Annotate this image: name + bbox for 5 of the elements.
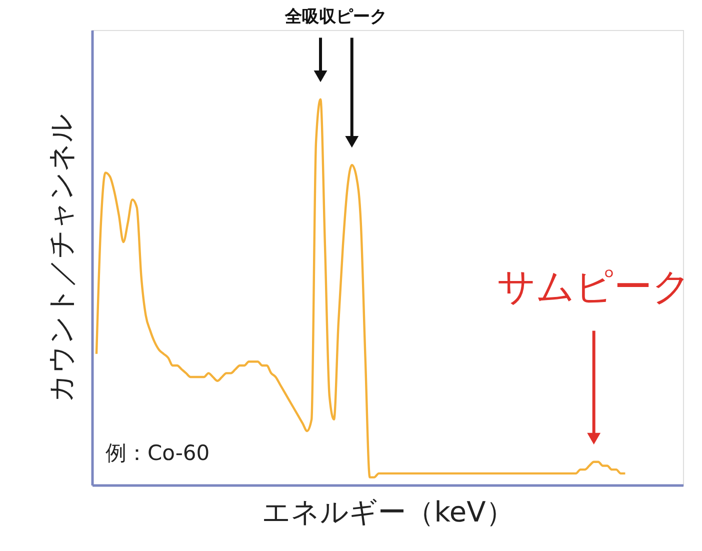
y-axis-title: カウント／チャンネル	[44, 114, 78, 402]
annotation: サムピーク	[496, 264, 691, 309]
text: 全吸収ピーク	[284, 7, 388, 27]
x-axis-title: エネルギー（keV）	[262, 496, 514, 528]
annotation: 例：Co-60	[105, 441, 210, 466]
